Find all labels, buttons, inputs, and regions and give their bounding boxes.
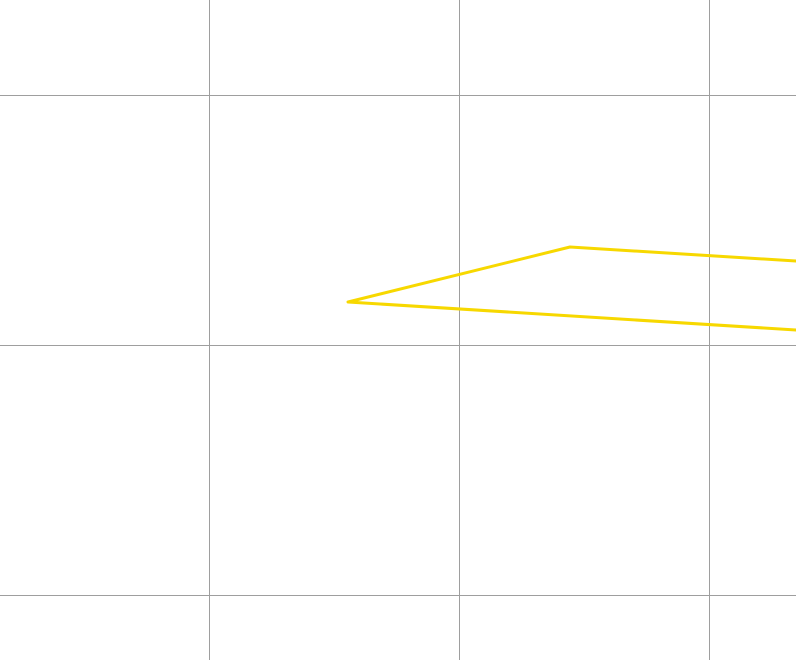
polygon-outline[interactable] (346, 245, 796, 332)
feature-layer (346, 245, 796, 332)
